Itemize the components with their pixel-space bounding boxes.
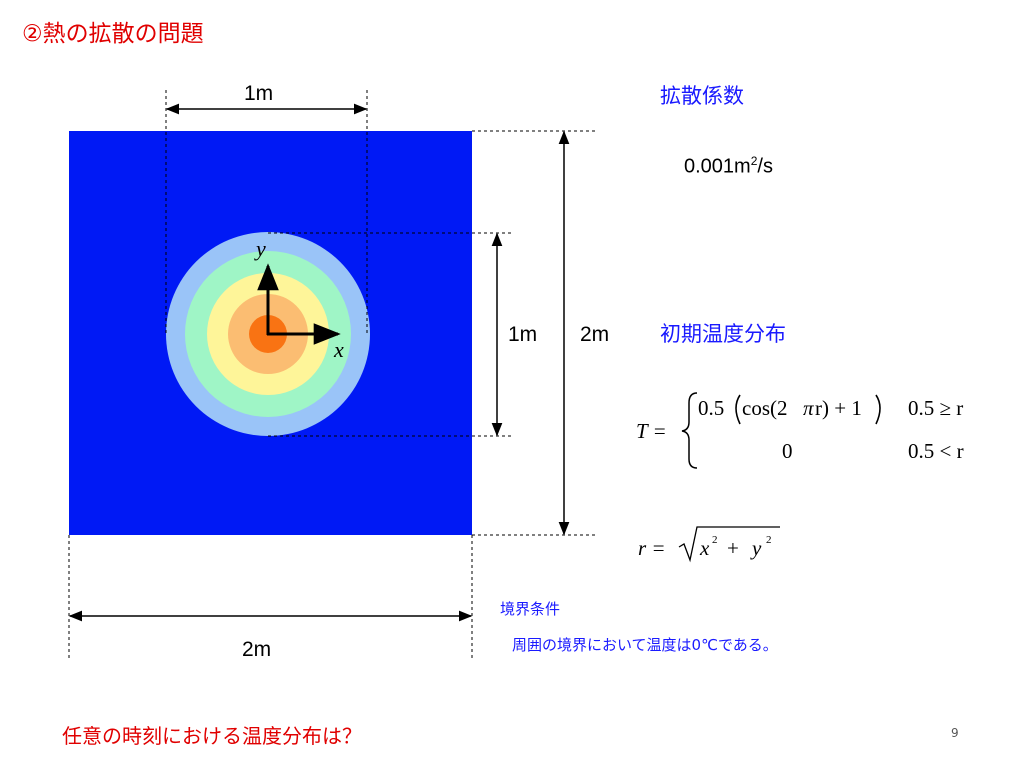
dimension-label-right: 2m bbox=[580, 323, 610, 346]
diffusion-value-main: 0.001m bbox=[684, 155, 751, 178]
sqrt-sign bbox=[678, 526, 780, 563]
boundary-heading: 境界条件 bbox=[500, 600, 561, 618]
eq-case1-cond: 0.5 ≥ r bbox=[908, 396, 963, 420]
eq-case1-cos: cos(2 bbox=[742, 396, 788, 420]
diffusion-value-unit: /s bbox=[757, 155, 773, 178]
slide-title: ②熱の拡散の問題 bbox=[22, 21, 204, 47]
dimension-label-top: 1m bbox=[244, 82, 274, 105]
eq-paren-left bbox=[735, 394, 741, 425]
eq-case2-expr: 0 bbox=[782, 439, 793, 463]
page-number: 9 bbox=[951, 726, 959, 740]
eq-case1-coef: 0.5 bbox=[698, 396, 724, 420]
eq-brace bbox=[681, 392, 698, 469]
dim-right-extension-lines bbox=[472, 130, 598, 536]
diffusion-heading: 拡散係数 bbox=[660, 84, 744, 108]
eq-case1-rest: r) + 1 bbox=[815, 396, 862, 420]
dim-bottom-extension-lines bbox=[68, 535, 473, 660]
r-plus: + bbox=[727, 536, 739, 560]
dimension-label-inner: 1m bbox=[508, 323, 538, 346]
dim-top-extension-lines bbox=[165, 90, 368, 334]
r-x: x bbox=[699, 536, 710, 560]
y-axis-label: y bbox=[254, 236, 266, 261]
question-text: 任意の時刻における温度分布は？ bbox=[62, 724, 362, 748]
dimension-label-bottom: 2m bbox=[242, 638, 272, 661]
radius-equation: r = x 2 + y 2 bbox=[638, 526, 780, 563]
diffusion-value: 0.001m2/s bbox=[684, 154, 773, 179]
x-axis-label: x bbox=[333, 337, 344, 362]
eq-lhs: T = bbox=[636, 419, 667, 443]
r-x-exp: 2 bbox=[712, 534, 718, 546]
r-y: y bbox=[750, 536, 762, 560]
r-lhs: r = bbox=[638, 536, 666, 560]
diffusion-value-exponent: 2 bbox=[750, 154, 758, 168]
r-y-exp: 2 bbox=[766, 534, 772, 546]
eq-paren-right bbox=[875, 394, 881, 425]
eq-case1-pi: π bbox=[803, 396, 814, 420]
initial-distribution-heading: 初期温度分布 bbox=[660, 322, 786, 346]
boundary-text: 周囲の境界において温度は0℃である。 bbox=[512, 636, 778, 654]
temperature-equation: T = 0.5 cos(2 π r) + 1 0.5 ≥ r 0 0.5 < r bbox=[636, 392, 964, 469]
dim-inner-extension-lines bbox=[268, 232, 512, 437]
eq-case2-cond: 0.5 < r bbox=[908, 439, 964, 463]
